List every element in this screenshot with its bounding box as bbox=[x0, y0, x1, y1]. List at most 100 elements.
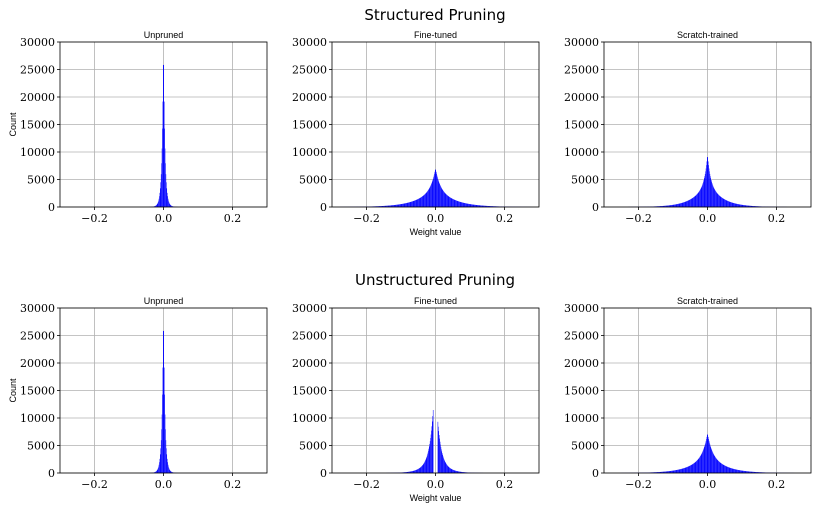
histogram-bar bbox=[157, 469, 158, 473]
histogram-bar bbox=[747, 205, 748, 207]
histogram-bar bbox=[694, 462, 696, 473]
histogram-bar bbox=[745, 471, 746, 473]
histogram-bar bbox=[733, 468, 734, 473]
histogram-bar bbox=[683, 468, 684, 473]
histogram-bar bbox=[415, 470, 417, 473]
histogram-bar bbox=[744, 470, 745, 473]
histogram-bar bbox=[754, 206, 756, 207]
histogram-bar bbox=[438, 181, 440, 207]
histogram-bar bbox=[480, 205, 482, 207]
histogram-bar bbox=[665, 471, 667, 473]
histogram-bar bbox=[431, 183, 432, 207]
histogram-bar bbox=[170, 471, 172, 473]
histogram-bar bbox=[699, 190, 701, 207]
histogram-bar bbox=[470, 204, 471, 207]
histogram-bar bbox=[702, 184, 703, 207]
histogram-bar bbox=[730, 468, 732, 473]
histogram-bar bbox=[157, 469, 158, 473]
histogram-bar bbox=[685, 201, 686, 207]
histogram-bar bbox=[726, 200, 727, 207]
histogram-bar bbox=[750, 205, 751, 207]
histogram-bar bbox=[716, 192, 718, 207]
histogram-bar bbox=[729, 467, 730, 473]
histogram-bar bbox=[685, 467, 686, 473]
histogram-bar bbox=[411, 201, 413, 207]
histogram-bar bbox=[448, 466, 449, 473]
histogram-bar bbox=[422, 464, 424, 473]
histogram-bar bbox=[686, 201, 688, 207]
histogram-bar bbox=[463, 472, 464, 473]
histogram-bar bbox=[442, 190, 444, 207]
histogram-bar bbox=[451, 469, 453, 473]
histogram-bar bbox=[165, 429, 166, 473]
histogram-bar bbox=[458, 201, 460, 207]
panel-title: Unpruned bbox=[144, 30, 184, 40]
histogram-bar bbox=[426, 455, 428, 473]
histogram-bar bbox=[485, 205, 487, 207]
histogram-bar bbox=[745, 205, 746, 207]
histogram-bar bbox=[743, 470, 744, 473]
histogram-bar bbox=[671, 205, 673, 207]
histogram-bar bbox=[431, 182, 433, 207]
histogram-bar bbox=[156, 471, 157, 473]
histogram-bar bbox=[426, 192, 427, 207]
histogram-bar bbox=[411, 471, 412, 473]
histogram-bar bbox=[742, 205, 744, 207]
histogram-bar bbox=[466, 203, 468, 207]
histogram-bar bbox=[449, 468, 451, 473]
x-tick-label: 0.0 bbox=[155, 478, 173, 491]
histogram-bar bbox=[484, 205, 485, 207]
histogram-bar bbox=[463, 472, 465, 473]
histogram-bar bbox=[473, 204, 475, 207]
histogram-bar bbox=[735, 469, 737, 473]
histogram-bar bbox=[668, 205, 670, 207]
histogram-bar bbox=[405, 472, 406, 473]
histogram-bar bbox=[468, 203, 470, 207]
histogram-bar bbox=[450, 197, 451, 207]
histogram-bar bbox=[426, 457, 427, 473]
histogram-bar bbox=[420, 197, 421, 207]
histogram-bar bbox=[698, 459, 699, 473]
histogram-bar bbox=[168, 202, 170, 207]
histogram-bar bbox=[158, 466, 159, 473]
histogram-bar bbox=[708, 165, 709, 207]
histogram-bar bbox=[441, 451, 443, 473]
histogram-bar bbox=[460, 471, 461, 473]
histogram-bar bbox=[491, 206, 492, 207]
histogram-bar bbox=[160, 188, 161, 207]
histogram-bar bbox=[451, 198, 452, 207]
histogram-bar bbox=[457, 201, 458, 207]
histogram-bar bbox=[157, 468, 159, 473]
histogram-bar bbox=[712, 451, 713, 473]
histogram-bar bbox=[467, 203, 469, 207]
histogram-bar bbox=[164, 414, 166, 473]
histogram-bar bbox=[439, 184, 441, 207]
histogram-bar bbox=[733, 203, 735, 207]
histogram-bar bbox=[673, 470, 675, 473]
histogram-bar bbox=[684, 201, 686, 207]
histogram-bar bbox=[678, 203, 679, 207]
y-tick-label: 15000 bbox=[292, 385, 327, 398]
histogram-bar bbox=[457, 201, 459, 207]
histogram-bar bbox=[165, 174, 167, 207]
histogram-bar bbox=[395, 204, 396, 207]
histogram-bar bbox=[480, 205, 481, 207]
histogram-bar bbox=[753, 206, 754, 207]
x-tick-label: 0.0 bbox=[699, 478, 717, 491]
y-tick-label: 5000 bbox=[27, 440, 55, 453]
histogram-bar bbox=[731, 202, 733, 207]
histogram-bar bbox=[726, 466, 727, 473]
histogram-bar bbox=[414, 200, 416, 207]
y-tick-label: 0 bbox=[48, 201, 55, 214]
histogram-bar bbox=[670, 470, 672, 473]
histogram-bar bbox=[751, 471, 753, 473]
histogram-bar bbox=[392, 205, 393, 207]
histogram-bar bbox=[748, 205, 750, 207]
histogram-bar bbox=[440, 447, 442, 473]
histogram-bar bbox=[757, 472, 759, 473]
histogram-bar bbox=[448, 196, 449, 207]
histogram-bar bbox=[491, 206, 493, 207]
histogram-bar bbox=[697, 460, 698, 473]
histogram-bar bbox=[479, 205, 481, 207]
y-tick-label: 15000 bbox=[564, 119, 599, 132]
